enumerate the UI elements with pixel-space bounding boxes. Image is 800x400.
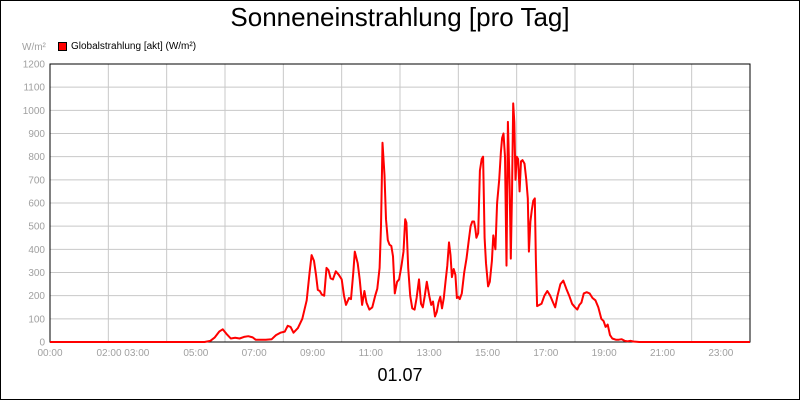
legend: Globalstrahlung [akt] (W/m²) <box>58 39 196 53</box>
x-tick-label: 05:00 <box>183 348 208 359</box>
y-tick-label: 600 <box>28 199 45 210</box>
y-axis-ticks: 0 100 200 300 400 500 600 700 800 900 1000 1100 1200 <box>23 60 46 349</box>
plot-border <box>49 63 751 343</box>
y-tick-label: 800 <box>28 152 45 163</box>
y-tick-label: 100 <box>28 314 45 325</box>
x-tick-label: 15:00 <box>475 348 500 359</box>
y-tick-label: 1000 <box>23 106 46 117</box>
y-tick-label: 0 <box>39 338 45 349</box>
x-tick-label: 02:00 03:00 <box>97 348 150 359</box>
y-tick-label: 200 <box>28 291 45 302</box>
series-line-globalstrahlung <box>50 102 750 343</box>
x-tick-label: 17:00 <box>533 348 558 359</box>
x-tick-label: 09:00 <box>300 348 325 359</box>
y-tick-label: 1100 <box>23 83 45 94</box>
x-axis-ticks: 00:00 02:00 03:00 05:00 07:00 09:00 11:00 13:0… <box>37 348 733 359</box>
y-tick-label: 900 <box>28 129 45 140</box>
y-tick-label: 700 <box>28 175 45 186</box>
x-tick-label: 07:00 <box>242 348 267 359</box>
y-tick-label: 500 <box>28 222 45 233</box>
x-tick-label: 00:00 <box>37 348 62 359</box>
legend-swatch <box>58 41 67 51</box>
y-tick-label: 1200 <box>23 60 46 71</box>
x-tick-label: 21:00 <box>650 348 675 359</box>
y-axis-unit-label: W/m² <box>22 42 46 53</box>
grid <box>50 63 750 343</box>
x-tick-label: 23:00 <box>708 348 733 359</box>
chart-title: Sonneneinstrahlung [pro Tag] <box>230 2 570 32</box>
legend-label: Globalstrahlung [akt] (W/m²) <box>71 40 197 52</box>
x-tick-label: 11:00 <box>359 348 384 359</box>
y-tick-label: 300 <box>28 268 45 279</box>
y-tick-label: 400 <box>28 245 45 256</box>
x-axis-date-label: 01.07 <box>377 365 423 385</box>
x-tick-label: 19:00 <box>592 348 617 359</box>
x-tick-label: 13:00 <box>417 348 442 359</box>
